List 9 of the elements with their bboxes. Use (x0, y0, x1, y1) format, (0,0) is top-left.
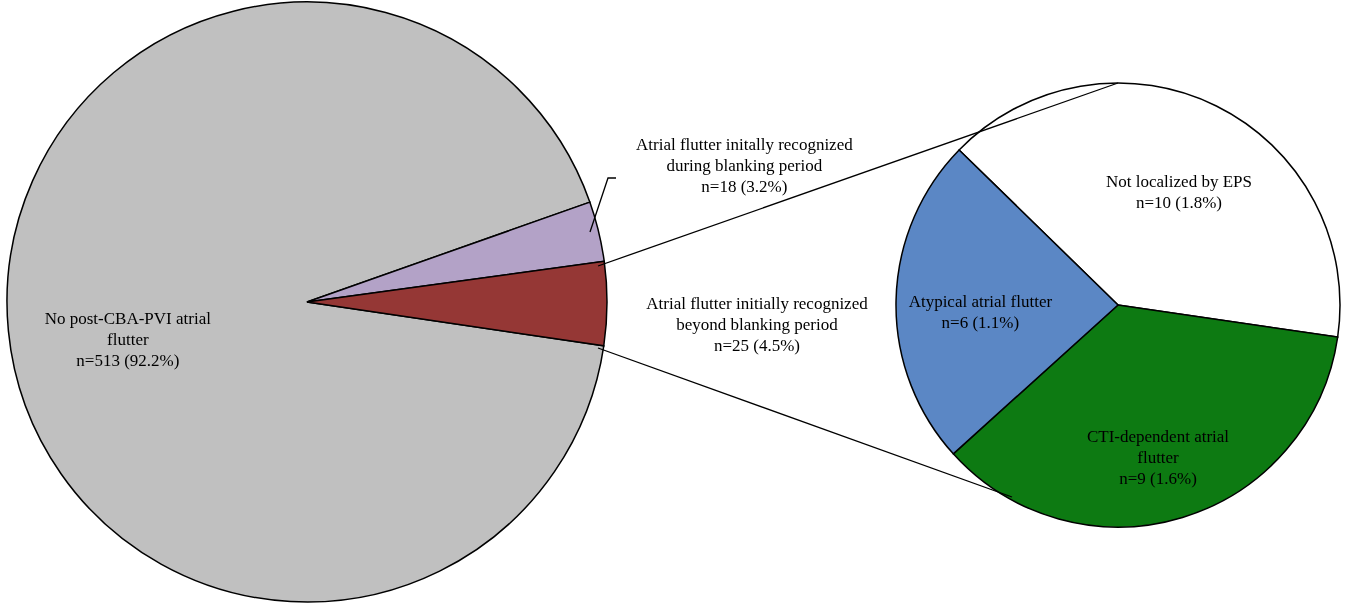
pie-slice (6, 1, 605, 603)
data-label: n=18 (3.2%) (701, 176, 788, 196)
slice-label: Atypical atrial flutter (908, 292, 1053, 312)
data-label: n=513 (92.2%) (76, 351, 180, 371)
data-label: n=25 (4.5%) (713, 336, 801, 356)
slice-label: Not localized by EPS (1106, 171, 1252, 191)
data-label: n=10 (1.8%) (1135, 192, 1223, 212)
data-label: n=9 (1.6%) (1119, 468, 1197, 488)
data-label: n=6 (1.1%) (941, 313, 1020, 333)
